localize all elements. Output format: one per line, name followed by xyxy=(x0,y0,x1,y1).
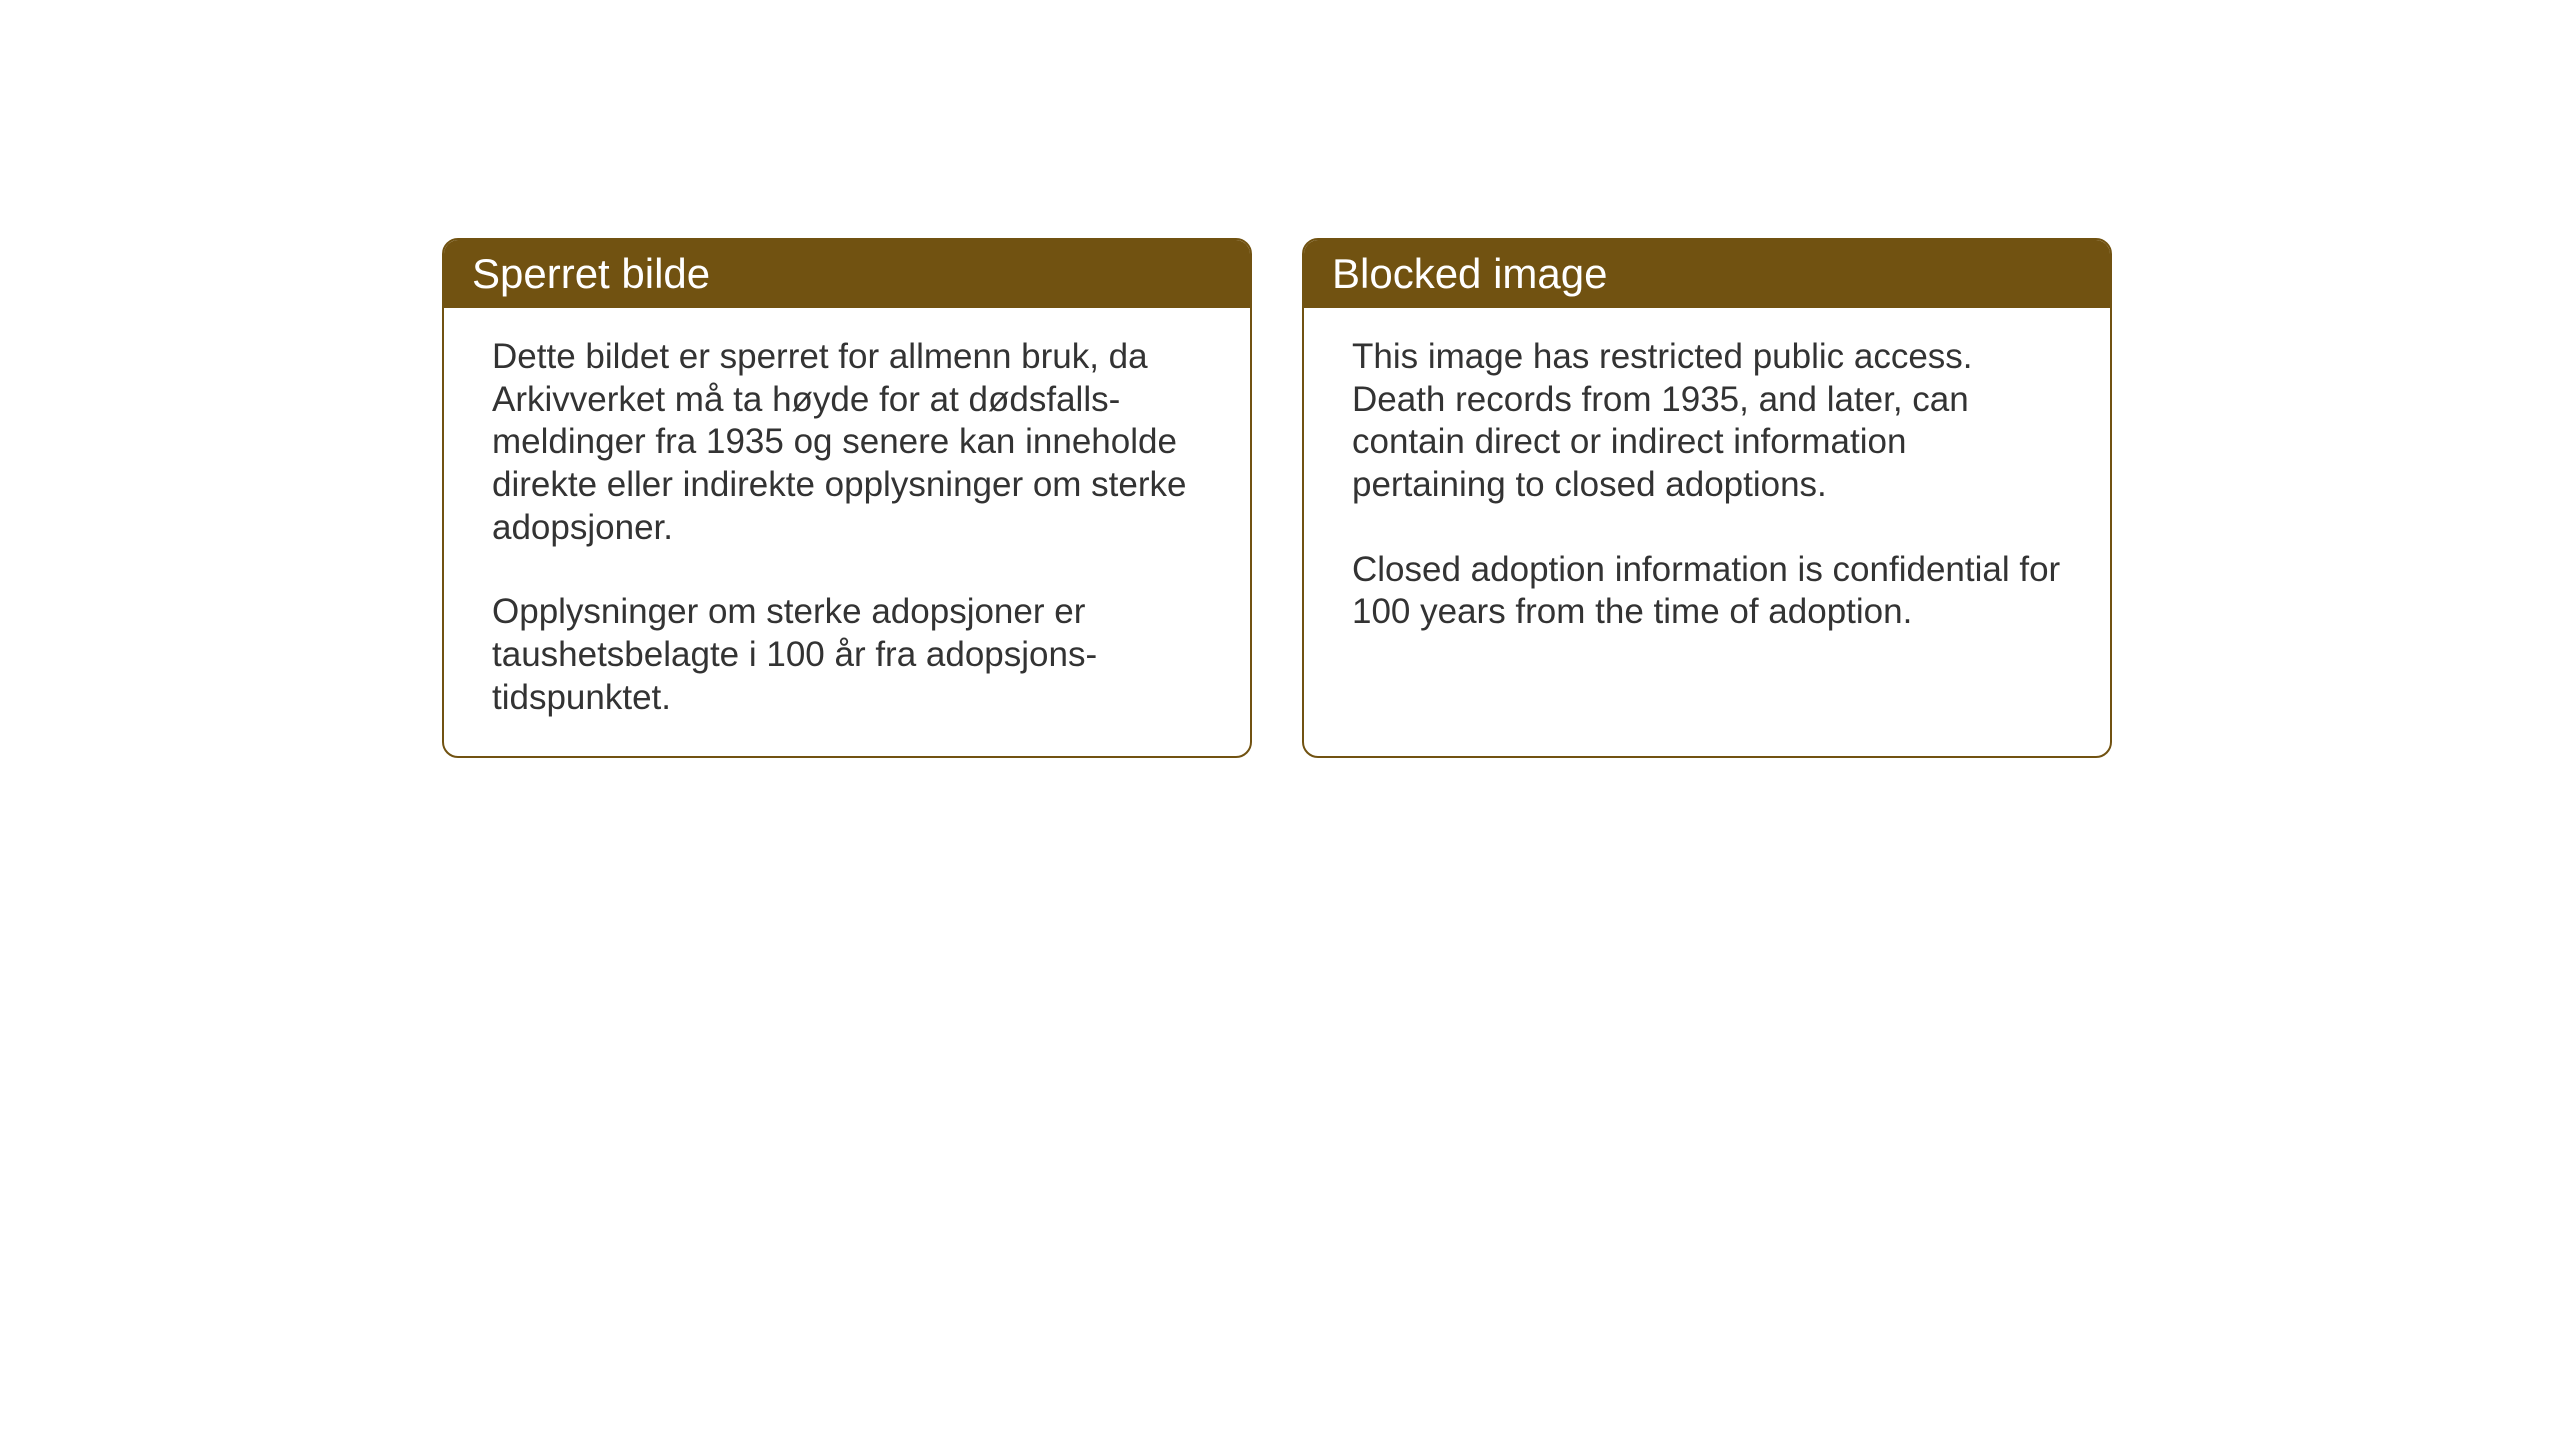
english-paragraph-2: Closed adoption information is confident… xyxy=(1352,549,2062,634)
norwegian-paragraph-1: Dette bildet er sperret for allmenn bruk… xyxy=(492,336,1202,549)
norwegian-info-card: Sperret bilde Dette bildet er sperret fo… xyxy=(442,238,1252,758)
norwegian-card-header: Sperret bilde xyxy=(444,240,1250,308)
english-card-body: This image has restricted public access.… xyxy=(1304,308,2110,670)
norwegian-card-title: Sperret bilde xyxy=(472,250,710,297)
info-cards-container: Sperret bilde Dette bildet er sperret fo… xyxy=(442,238,2112,758)
english-card-title: Blocked image xyxy=(1332,250,1607,297)
english-card-header: Blocked image xyxy=(1304,240,2110,308)
norwegian-card-body: Dette bildet er sperret for allmenn bruk… xyxy=(444,308,1250,756)
english-info-card: Blocked image This image has restricted … xyxy=(1302,238,2112,758)
english-paragraph-1: This image has restricted public access.… xyxy=(1352,336,2062,507)
norwegian-paragraph-2: Opplysninger om sterke adopsjoner er tau… xyxy=(492,591,1202,719)
